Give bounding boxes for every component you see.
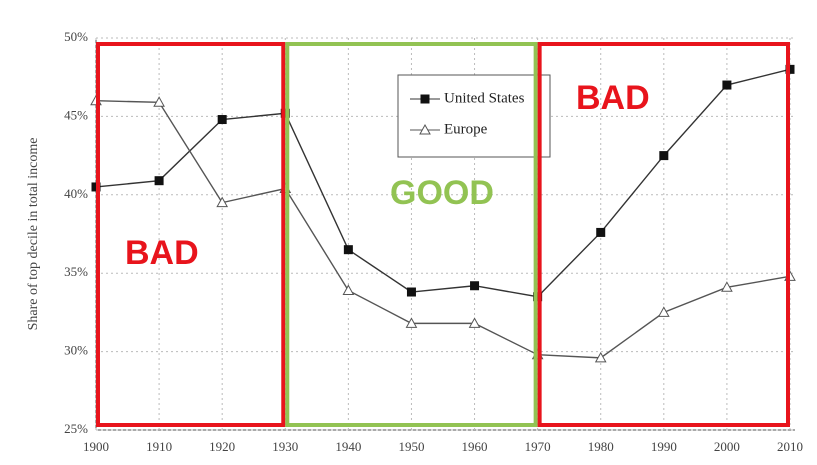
point [343, 245, 353, 255]
region-label: GOOD [390, 174, 494, 212]
legend-marker [419, 123, 431, 135]
point [657, 306, 670, 317]
x-tick-label: 1960 [462, 439, 488, 454]
y-tick-label: 45% [64, 107, 88, 122]
y-tick-label: 30% [64, 343, 88, 358]
x-tick-label: 1940 [335, 439, 361, 454]
point [721, 281, 733, 292]
x-tick-label: 1980 [588, 439, 614, 454]
region-box [537, 42, 790, 427]
y-tick-label: 50% [64, 29, 88, 44]
point [405, 317, 418, 328]
point [153, 96, 165, 107]
y-tick-label: 25% [64, 421, 88, 436]
x-tick-label: 1900 [83, 439, 109, 454]
point [659, 151, 669, 161]
region-box [285, 42, 538, 427]
x-tick-label: 1930 [272, 439, 298, 454]
point [216, 196, 229, 208]
legend-box [397, 74, 551, 158]
legend-label: United States [444, 90, 525, 106]
y-axis-label: Share of top decile in total income [26, 138, 41, 331]
region-label: BAD [125, 234, 199, 272]
point [154, 176, 164, 186]
x-tick-label: 1950 [398, 439, 424, 454]
y-tick-label: 35% [64, 264, 88, 279]
region-box [96, 42, 286, 427]
x-tick-label: 1920 [209, 439, 235, 454]
point [280, 108, 290, 118]
point [406, 287, 416, 297]
point [722, 80, 732, 90]
x-tick-label: 1910 [146, 439, 172, 454]
x-tick-label: 1990 [651, 439, 677, 454]
point [470, 281, 480, 291]
legend-label: Europe [444, 121, 488, 137]
y-tick-label: 40% [64, 186, 88, 201]
x-tick-label: 1970 [525, 439, 551, 454]
region-label: BAD [576, 79, 650, 117]
point [594, 351, 607, 363]
series-line [95, 68, 791, 298]
point [342, 284, 355, 295]
point [468, 317, 481, 328]
legend-marker [420, 94, 430, 104]
x-tick-label: 2000 [714, 439, 740, 454]
point [785, 64, 795, 74]
x-tick-label: 2010 [777, 439, 803, 454]
point [217, 115, 227, 125]
point [596, 227, 606, 237]
series-line [95, 100, 791, 359]
